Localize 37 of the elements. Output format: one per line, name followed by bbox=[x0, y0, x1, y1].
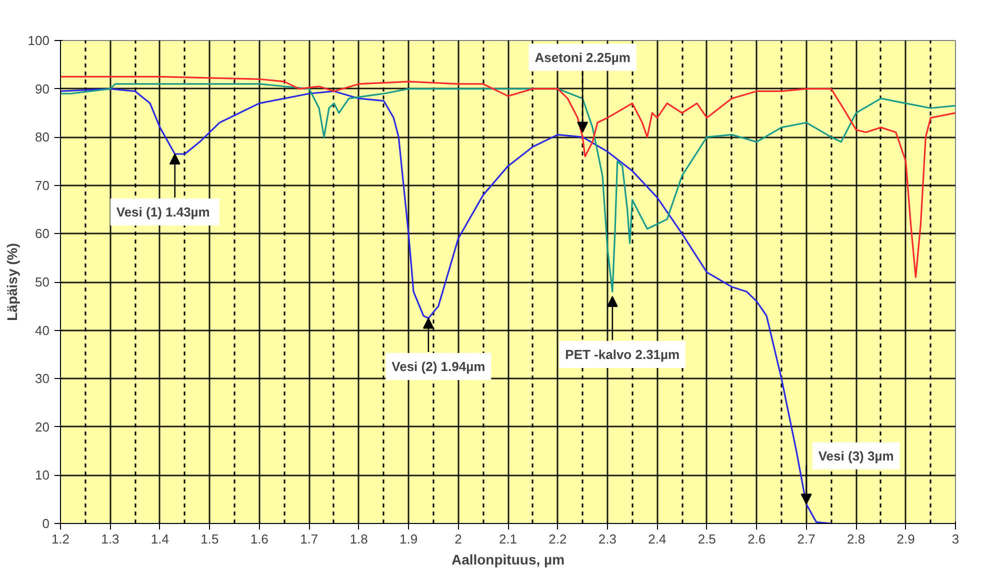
x-tick-label: 2.3 bbox=[598, 532, 616, 546]
x-tick-label: 1.3 bbox=[101, 532, 120, 546]
x-tick-label: 2.6 bbox=[748, 532, 766, 546]
y-tick-label: 80 bbox=[35, 130, 50, 145]
y-tick-label: 90 bbox=[35, 81, 50, 96]
x-tick-label: 2.2 bbox=[548, 532, 567, 546]
y-axis-title: Läpäisy (%) bbox=[4, 243, 20, 321]
y-tick-label: 0 bbox=[42, 516, 50, 531]
annotation: Asetoni 2.25µm bbox=[534, 50, 630, 65]
x-tick-label: 1.2 bbox=[51, 532, 70, 546]
x-tick-label: 1.6 bbox=[250, 532, 268, 546]
x-tick-label: 2.1 bbox=[498, 532, 518, 546]
annotation: Vesi (1) 1.43µm bbox=[116, 204, 210, 220]
annotation: Vesi (3) 3µm bbox=[818, 448, 894, 464]
x-tick-label: 1.4 bbox=[150, 532, 169, 546]
x-tick-label: 2.9 bbox=[896, 532, 915, 546]
annotation: Vesi (2) 1.94µm bbox=[392, 359, 486, 374]
x-tick-label: 3 bbox=[952, 532, 960, 546]
x-tick-label: 2.5 bbox=[698, 532, 716, 546]
y-tick-label: 60 bbox=[35, 226, 50, 242]
x-tick-label: 2.4 bbox=[648, 532, 666, 546]
x-tick-label: 2 bbox=[454, 532, 462, 546]
x-tick-label: 1.7 bbox=[300, 532, 318, 546]
y-tick-label: 40 bbox=[35, 322, 50, 338]
y-tick-label: 20 bbox=[35, 419, 50, 434]
y-tick-label: 50 bbox=[35, 274, 50, 290]
y-tick-label: 70 bbox=[35, 178, 50, 193]
y-tick-label: 30 bbox=[35, 371, 50, 386]
x-tick-label: 2.8 bbox=[847, 532, 866, 546]
x-axis-title: Aallonpituus, µm bbox=[451, 552, 565, 568]
x-tick-label: 1.8 bbox=[350, 532, 368, 546]
y-tick-label: 10 bbox=[35, 468, 50, 483]
x-tick-label: 1.9 bbox=[400, 532, 418, 546]
x-tick-label: 1.5 bbox=[200, 532, 219, 546]
y-tick-label: 100 bbox=[28, 33, 50, 48]
x-tick-label: 2.7 bbox=[797, 532, 816, 546]
annotation: PET -kalvo 2.31µm bbox=[565, 346, 680, 362]
